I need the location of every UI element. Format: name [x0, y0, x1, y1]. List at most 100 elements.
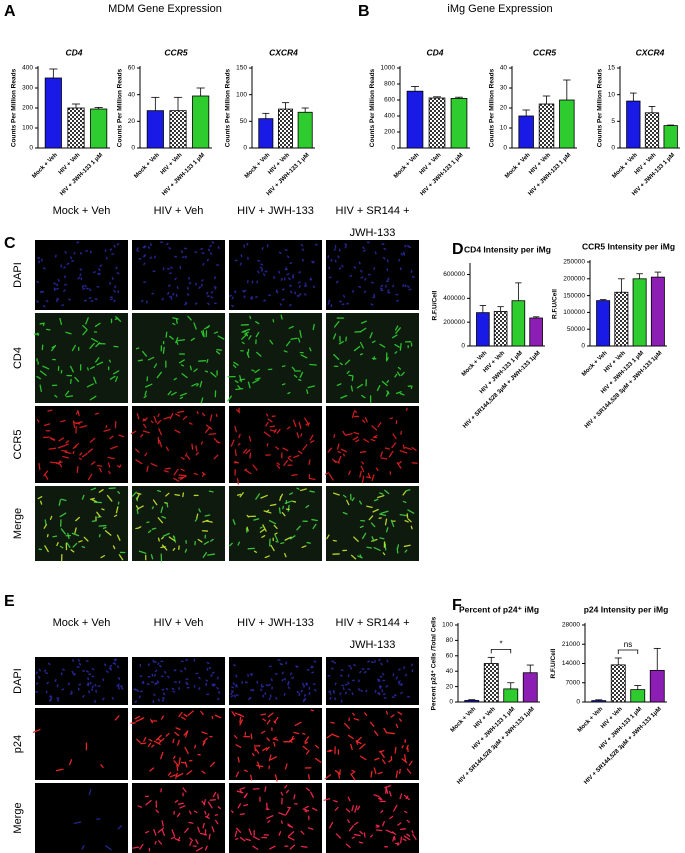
- cell-speck: [57, 445, 66, 449]
- cell-speck: [204, 514, 211, 517]
- group-title: MDM Gene Expression: [108, 3, 222, 15]
- cell-speck: [342, 494, 347, 498]
- cell-speck: [295, 665, 299, 668]
- cell-speck: [396, 547, 399, 554]
- cell-speck: [175, 727, 181, 731]
- cell-speck: [234, 380, 239, 384]
- cell-speck: [57, 278, 60, 282]
- cell-speck: [286, 426, 291, 430]
- cell-speck: [390, 519, 395, 528]
- cell-speck: [359, 554, 362, 558]
- column-header: HIV + JWH-133: [237, 205, 314, 217]
- cell-speck: [204, 426, 211, 434]
- bar: [626, 100, 641, 149]
- cell-speck: [266, 413, 269, 417]
- cell-speck: [155, 682, 159, 685]
- cell-speck: [314, 688, 317, 692]
- chart-title: Percent of p24⁺ iMg: [459, 604, 539, 614]
- cell-speck: [353, 345, 361, 352]
- cell-speck: [304, 736, 310, 743]
- cell-speck: [259, 266, 263, 269]
- cell-speck: [279, 662, 283, 666]
- cell-speck: [204, 810, 207, 815]
- cell-speck: [42, 365, 50, 370]
- bar: [663, 125, 678, 149]
- cell-speck: [104, 530, 112, 536]
- y-tick-label: 150000: [563, 292, 585, 299]
- cell-speck: [95, 357, 100, 363]
- cell-speck: [114, 658, 118, 661]
- cell-speck: [212, 791, 217, 798]
- cell-speck: [196, 513, 199, 520]
- cell-speck: [283, 552, 287, 558]
- column-header: HIV + SR144 + JWH-133: [335, 205, 410, 239]
- cell-speck: [334, 770, 341, 775]
- cell-speck: [252, 845, 259, 850]
- bar: [529, 317, 543, 347]
- cell-speck: [244, 792, 248, 798]
- cell-speck: [250, 733, 253, 740]
- cell-speck: [91, 499, 97, 503]
- cell-speck: [138, 550, 147, 554]
- cell-speck: [292, 274, 295, 278]
- cell-speck: [114, 376, 118, 382]
- panel-letter: D: [452, 241, 464, 258]
- cell-speck: [116, 665, 120, 669]
- cell-speck: [274, 738, 279, 741]
- cell-speck: [290, 290, 293, 294]
- cell-speck: [299, 371, 304, 378]
- cell-speck: [247, 348, 250, 356]
- cell-speck: [36, 375, 42, 380]
- cell-speck: [54, 394, 58, 398]
- cell-speck: [59, 512, 67, 518]
- cell-speck: [362, 246, 365, 250]
- cell-speck: [400, 691, 403, 695]
- cell-speck: [333, 248, 337, 251]
- cell-speck: [157, 517, 164, 524]
- cell-speck: [73, 821, 82, 825]
- cell-speck: [391, 334, 398, 339]
- cell-speck: [297, 281, 301, 284]
- cell-speck: [260, 730, 266, 734]
- cell-speck: [294, 721, 302, 727]
- cell-speck: [365, 476, 372, 479]
- cell-speck: [43, 470, 49, 477]
- chart-title: CD4: [65, 47, 82, 57]
- cell-speck: [352, 712, 355, 716]
- cell-speck: [64, 251, 67, 254]
- cell-speck: [144, 830, 150, 834]
- cell-speck: [81, 845, 85, 850]
- cell-speck: [136, 492, 142, 495]
- cell-speck: [157, 490, 162, 493]
- cell-speck: [161, 536, 164, 540]
- cell-speck: [369, 721, 375, 727]
- cell-speck: [381, 821, 385, 827]
- cell-speck: [327, 255, 330, 259]
- cell-speck: [176, 772, 184, 778]
- cell-speck: [385, 710, 388, 715]
- cell-speck: [168, 284, 171, 287]
- cell-speck: [389, 417, 394, 420]
- cell-speck: [263, 431, 271, 437]
- cell-speck: [70, 549, 75, 553]
- cell-speck: [399, 343, 402, 351]
- cell-speck: [234, 449, 237, 457]
- cell-speck: [406, 768, 412, 774]
- bar: [630, 689, 646, 703]
- cell-speck: [328, 749, 333, 753]
- cell-speck: [356, 741, 362, 745]
- cell-speck: [167, 772, 172, 776]
- cell-speck: [147, 246, 151, 249]
- cell-speck: [371, 474, 375, 482]
- cell-speck: [378, 749, 385, 753]
- cell-speck: [286, 255, 290, 259]
- cell-speck: [208, 833, 211, 840]
- cell-speck: [116, 465, 121, 468]
- cell-speck: [180, 250, 184, 254]
- cell-speck: [348, 825, 354, 832]
- cell-speck: [153, 363, 158, 369]
- cell-speck: [384, 447, 390, 450]
- bar: [67, 107, 85, 149]
- x-tick-label: Mock + Veh: [31, 152, 59, 180]
- cell-speck: [245, 838, 252, 842]
